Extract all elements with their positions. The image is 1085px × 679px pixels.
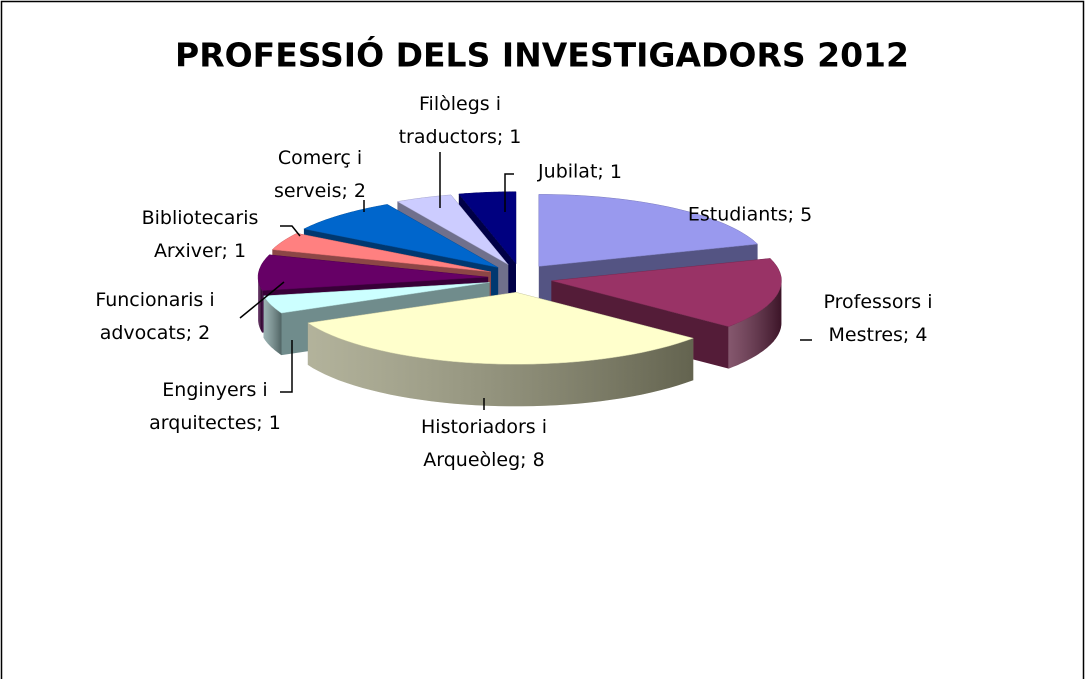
label-line: Funcionaris i [95, 289, 214, 311]
label-line: Comerç i [278, 147, 362, 169]
data-label: Estudiants; 5 [688, 204, 812, 226]
label-line: traductors; 1 [399, 126, 522, 148]
slice-top [396, 194, 509, 265]
leader-line [239, 281, 285, 319]
data-label: Professors i Mestres; 4 [824, 291, 933, 346]
data-label: Historiadors i Arqueòleg; 8 [421, 416, 547, 471]
slice-top [271, 233, 492, 273]
leader-line [280, 340, 293, 393]
slice-top [458, 191, 517, 265]
chart-title: PROFESSIÓ DELS INVESTIGADORS 2012 [175, 35, 909, 75]
label-line: Filòlegs i [419, 93, 501, 115]
slice-top [257, 254, 489, 291]
label-value: 2 [198, 322, 210, 344]
label-value: 4 [915, 324, 927, 346]
slice [307, 292, 695, 407]
slice-wall-shade [263, 295, 282, 356]
pie [257, 191, 782, 407]
label-line: Historiadors i [421, 416, 547, 438]
label-value: 1 [269, 412, 281, 434]
leader-line [280, 225, 301, 237]
slice-top [538, 194, 759, 267]
data-label: Funcionaris i advocats; 2 [95, 289, 214, 344]
label-line: Mestres; 4 [829, 324, 928, 346]
label-value: 5 [800, 204, 812, 226]
data-label: Filòlegs i traductors; 1 [399, 93, 522, 148]
slice-wall-shade [258, 277, 263, 333]
label-line: arquitectes; 1 [149, 412, 281, 434]
label-value: 1 [610, 161, 622, 183]
data-label: Enginyers i arquitectes; 1 [149, 379, 281, 434]
labels: Estudiants; 5 Professors i Mestres; 4 Histo… [95, 93, 932, 471]
label-value: 1 [234, 240, 246, 262]
label-value: 1 [509, 126, 521, 148]
slice-wall-shade [728, 280, 782, 369]
label-value: 8 [533, 449, 545, 471]
label-line: Professors i [824, 291, 933, 313]
label-line: Arqueòleg; 8 [423, 449, 544, 471]
slice-top [263, 282, 490, 314]
data-label: Bibliotecaris Arxiver; 1 [142, 207, 259, 262]
label-value: 2 [354, 180, 366, 202]
label-line: Arxiver; 1 [154, 240, 246, 262]
slice-wall-shade [307, 322, 694, 407]
slice-top [303, 204, 499, 268]
data-label: Jubilat; 1 [537, 161, 622, 183]
label-line: serveis; 2 [274, 180, 366, 202]
label-line: Bibliotecaris [142, 207, 259, 229]
data-label: Comerç i serveis; 2 [274, 147, 366, 202]
label-line: advocats; 2 [100, 322, 211, 344]
label-line: Enginyers i [162, 379, 267, 401]
slice-top [307, 292, 695, 365]
leader-line [504, 173, 514, 212]
slice-top [551, 258, 782, 327]
